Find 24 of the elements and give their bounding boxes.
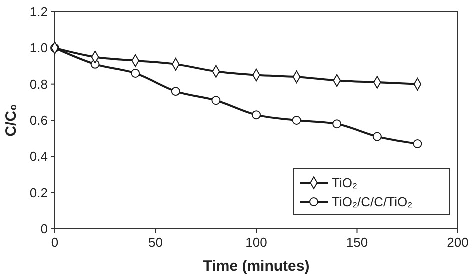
y-tick-label: 0.2	[30, 185, 48, 200]
y-tick-label: 0.4	[30, 149, 48, 164]
x-tick-label: 200	[447, 235, 469, 250]
y-tick-label: 0.6	[30, 113, 48, 128]
y-axis-title: C/C₀	[3, 104, 20, 137]
x-axis-title: Time (minutes)	[203, 258, 310, 275]
point	[413, 140, 422, 148]
y-tick-label: 1.0	[30, 40, 48, 56]
x-tick-label: 100	[246, 235, 268, 250]
x-tick-label: 50	[148, 235, 163, 250]
y-tick-label: 0	[40, 222, 48, 237]
point	[332, 120, 342, 129]
point	[372, 132, 382, 142]
y-tick-label: 0.8	[30, 76, 48, 92]
legend-label: TiO₂	[332, 176, 358, 191]
point	[252, 110, 261, 120]
legend-label: TiO₂/C/C/TiO₂	[332, 194, 413, 210]
point	[292, 116, 302, 125]
point	[131, 69, 140, 78]
point	[212, 96, 221, 106]
point	[171, 87, 180, 96]
x-tick-label: 0	[51, 235, 59, 250]
y-tick-label: 1.2	[30, 4, 48, 20]
x-tick-label: 150	[346, 235, 368, 250]
